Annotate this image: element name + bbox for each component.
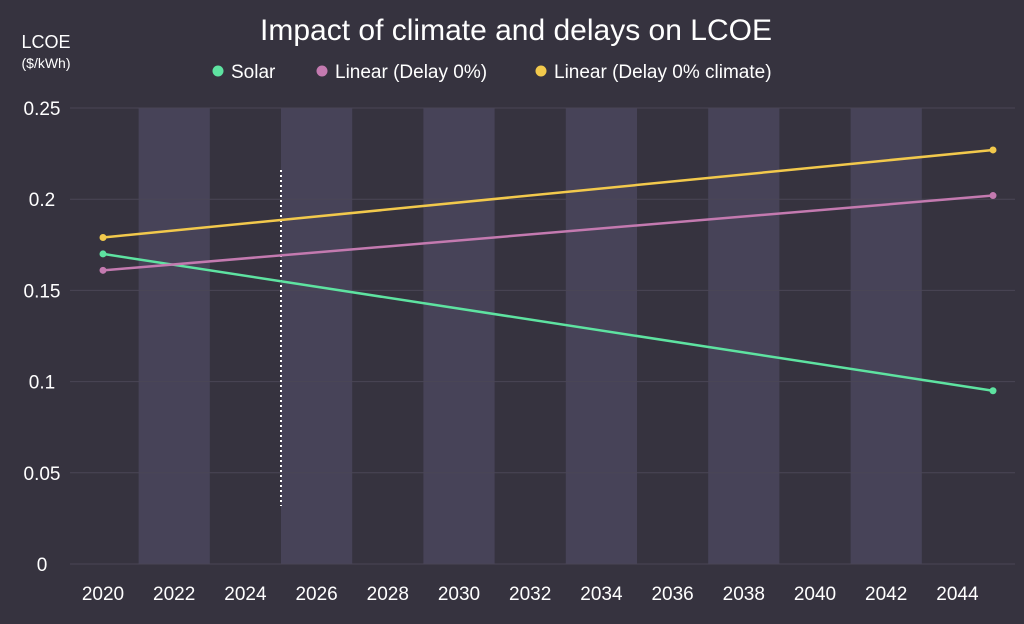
- chart-title: Impact of climate and delays on LCOE: [260, 14, 772, 47]
- gridlines: [70, 107, 1015, 565]
- x-tick-label: 2020: [82, 584, 124, 605]
- data-point: [99, 234, 107, 242]
- x-tick-label: 2040: [794, 584, 836, 605]
- legend: Solar Linear (Delay 0%) Linear (Delay 0% c…: [212, 62, 772, 83]
- y-tick-label: 0.25: [24, 99, 61, 120]
- band: [281, 108, 353, 564]
- series-line: [102, 194, 994, 272]
- y-axis-ticks: 0 0.05 0.1 0.15 0.2 0.25: [24, 99, 61, 576]
- legend-marker: [535, 65, 547, 77]
- legend-label: Linear (Delay 0%): [335, 62, 487, 83]
- y-tick-label: 0.15: [24, 281, 61, 302]
- background-bands: [138, 108, 922, 564]
- data-point: [99, 250, 107, 258]
- x-tick-label: 2036: [651, 584, 693, 605]
- data-point: [989, 387, 997, 395]
- data-point: [99, 266, 107, 274]
- y-axis-label: LCOE: [21, 32, 70, 52]
- x-tick-label: 2024: [224, 584, 267, 605]
- series-lines: [99, 146, 997, 395]
- y-axis-unit: ($/kWh): [22, 55, 71, 71]
- legend-label: Linear (Delay 0% climate): [554, 62, 772, 83]
- data-point: [989, 192, 997, 200]
- x-tick-label: 2034: [580, 584, 623, 605]
- x-tick-label: 2026: [295, 584, 337, 605]
- band: [708, 108, 780, 564]
- legend-marker: [316, 65, 328, 77]
- y-tick-label: 0.1: [29, 373, 55, 394]
- band: [565, 108, 637, 564]
- x-tick-label: 2038: [723, 584, 765, 605]
- series-line: [102, 148, 994, 239]
- x-axis-ticks: 2020 2022 2024 2026 2028 2030 2032 2034 2036 2038…: [82, 584, 979, 605]
- x-tick-label: 2028: [367, 584, 409, 605]
- legend-label: Solar: [231, 62, 276, 83]
- x-tick-label: 2042: [865, 584, 907, 605]
- y-tick-label: 0: [37, 555, 48, 576]
- band: [423, 108, 495, 564]
- x-tick-label: 2044: [936, 584, 979, 605]
- band: [138, 108, 210, 564]
- legend-marker: [212, 65, 224, 77]
- series-line: [102, 252, 994, 392]
- y-tick-label: 0.2: [29, 190, 55, 211]
- data-point: [989, 146, 997, 154]
- x-tick-label: 2022: [153, 584, 195, 605]
- band: [850, 108, 922, 564]
- x-tick-label: 2030: [438, 584, 480, 605]
- x-tick-label: 2032: [509, 584, 551, 605]
- y-tick-label: 0.05: [24, 464, 61, 485]
